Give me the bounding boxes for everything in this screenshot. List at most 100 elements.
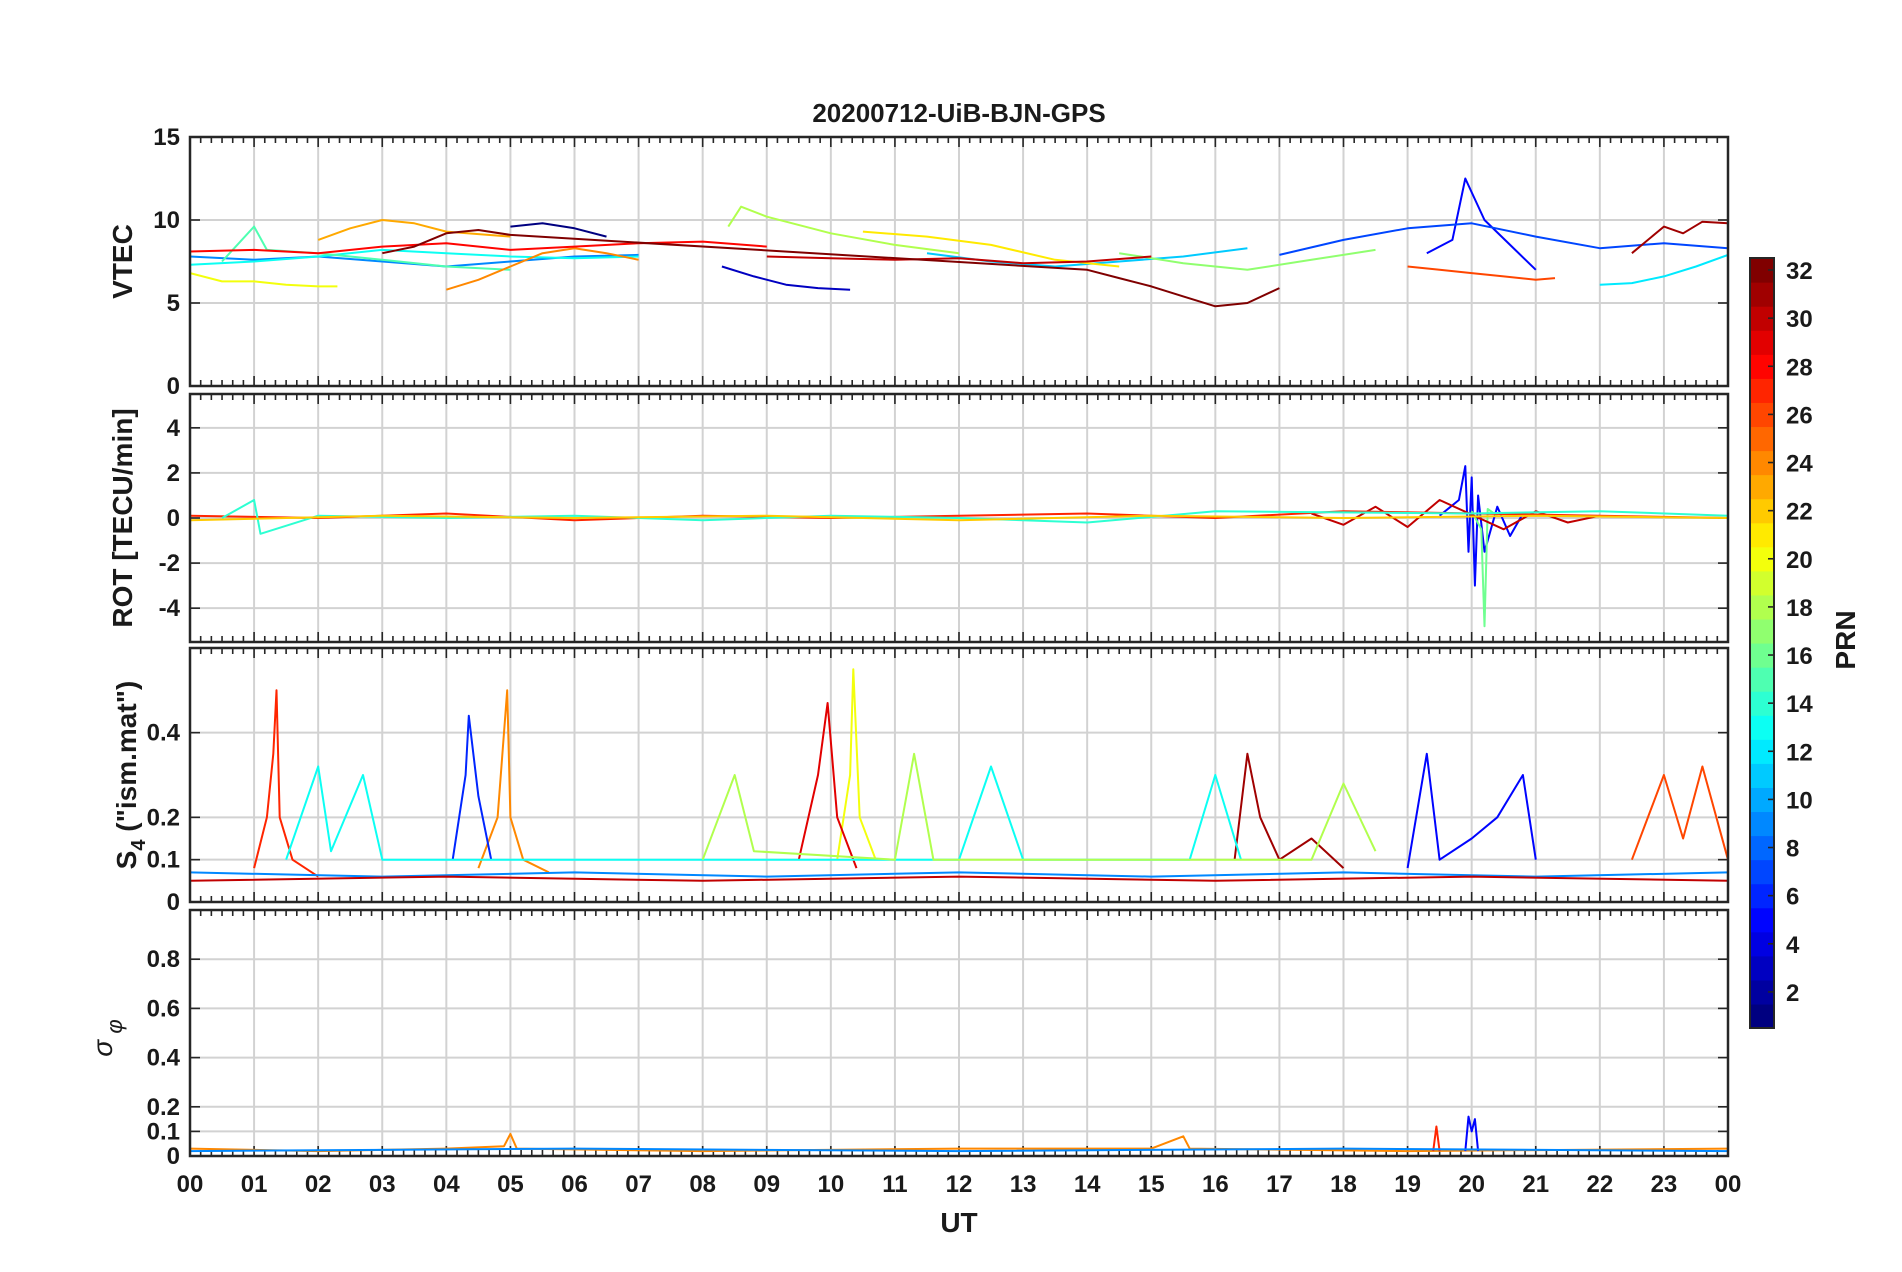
series-line-prn-27 <box>1432 1125 1441 1152</box>
x-tick-label: 21 <box>1522 1171 1549 1198</box>
x-tick-label: 07 <box>625 1171 652 1198</box>
y-tick-label: 0.2 <box>147 1094 180 1121</box>
x-tick-label: 02 <box>305 1171 332 1198</box>
series-line-prn-20 <box>836 668 877 861</box>
y-tick-label: 10 <box>153 207 180 234</box>
colorbar-segment <box>1750 330 1774 355</box>
panel-vtec: 0 5 10 15 VTEC <box>107 124 1730 400</box>
series-line-prn-31 <box>1233 752 1345 869</box>
y-tick-label: 0.4 <box>147 720 181 747</box>
y-tick-label: 0.8 <box>147 946 180 973</box>
series-line-prn-12 <box>1599 253 1728 286</box>
x-tick-label: 10 <box>817 1171 844 1198</box>
colorbar-label: PRN <box>1830 610 1861 669</box>
series-line-prn-24 <box>477 689 550 874</box>
series-line-prn-6 <box>451 714 493 860</box>
series-line-prn-1 <box>510 222 607 238</box>
colorbar-tick-label: 4 <box>1786 932 1800 959</box>
panel-sigma_phi: 00.10.2 0.4 0.6 0.8 σ φ 00 01 02 03 04 05 06 07 08 09 1… <box>87 908 1742 1198</box>
colorbar-tick-label: 12 <box>1786 739 1813 766</box>
series-line-prn-3 <box>721 265 851 291</box>
x-tick-label: 01 <box>241 1171 268 1198</box>
chart-title: 20200712-UiB-BJN-GPS <box>812 98 1105 128</box>
series-line-prn-27 <box>253 689 319 878</box>
x-tick-label: 20 <box>1458 1171 1485 1198</box>
colorbar-segment <box>1750 426 1774 452</box>
series-line-prn-20 <box>190 272 338 288</box>
y-tick-label: 0.2 <box>147 804 180 831</box>
x-tick-label: 13 <box>1010 1171 1037 1198</box>
colorbar-segment <box>1750 474 1774 500</box>
x-tick-label: 17 <box>1266 1171 1293 1198</box>
y-tick-label: 0 <box>167 505 180 532</box>
panel-rot: -4 -2 0 2 4 ROT [TECU/min] <box>107 392 1730 644</box>
y-tick-label: 0 <box>167 1143 180 1170</box>
series-line-prn-7 <box>1279 222 1728 256</box>
colorbar-segment <box>1750 570 1774 596</box>
x-tick-label: 12 <box>946 1171 973 1198</box>
colorbar-segment <box>1750 715 1774 740</box>
series-line-prn-26 <box>1407 265 1556 281</box>
x-tick-label: 06 <box>561 1171 588 1198</box>
colorbar-frame <box>1749 257 1775 1029</box>
series-line-prn-32 <box>382 229 1280 308</box>
plot-frame <box>188 392 1730 644</box>
colorbar-tick-label: 22 <box>1786 499 1813 526</box>
y-tick-label: 0 <box>167 373 180 400</box>
series-line-prn-9 <box>190 1147 1728 1153</box>
plot-frame <box>188 908 1730 1158</box>
series-line-prn-14 <box>221 499 1728 535</box>
x-tick-label: 11 <box>882 1171 907 1198</box>
colorbar-tick-label: 14 <box>1786 691 1813 718</box>
colorbar-segment <box>1750 763 1774 788</box>
series-line-prn-31 <box>1631 220 1728 254</box>
x-tick-label: 09 <box>753 1171 780 1198</box>
series-line-prn-18 <box>701 752 1377 861</box>
series-group <box>190 668 1728 882</box>
x-tick-label: 00 <box>177 1171 204 1198</box>
y-tick-label: 0.6 <box>147 995 180 1022</box>
colorbar-tick-label: 10 <box>1786 787 1813 814</box>
series-line-prn-18 <box>727 205 960 255</box>
series-line-prn-26 <box>1630 765 1728 861</box>
y-tick-label: 15 <box>153 124 180 151</box>
series-line-prn-5 <box>1406 752 1537 869</box>
y-axis-label: ROT [TECU/min] <box>107 408 138 627</box>
plot-frame <box>188 135 1730 388</box>
y-axis-label: VTEC <box>107 224 138 299</box>
series-line-prn-9 <box>190 871 1728 878</box>
colorbar-tick-label: 16 <box>1786 643 1813 670</box>
series-line-prn-29 <box>797 702 858 869</box>
series-line-prn-13 <box>285 765 1242 861</box>
series-line-prn-30 <box>766 255 1152 265</box>
x-tick-label: 08 <box>689 1171 716 1198</box>
x-tick-label: 23 <box>1651 1171 1678 1198</box>
series-group <box>190 1115 1728 1153</box>
colorbar-tick-label: 32 <box>1786 258 1813 285</box>
series-line-prn-5 <box>1426 177 1537 271</box>
colorbar-tick-label: 8 <box>1786 836 1799 863</box>
y-tick-label: 2 <box>167 460 180 487</box>
series-line-prn-24 <box>446 247 639 291</box>
x-tick-label: 22 <box>1586 1171 1613 1198</box>
colorbar-segment <box>1750 955 1774 981</box>
y-tick-label: 4 <box>167 415 181 442</box>
colorbar-segment <box>1750 859 1774 885</box>
colorbar-tick-label: 28 <box>1786 354 1813 381</box>
series-line-prn-13 <box>190 248 639 266</box>
x-tick-label: 00 <box>1715 1171 1742 1198</box>
colorbar-tick-label: 2 <box>1786 980 1799 1007</box>
y-tick-label: 0 <box>167 889 180 916</box>
series-group <box>190 465 1728 628</box>
y-tick-label: 5 <box>167 290 180 317</box>
colorbar-segment <box>1750 522 1774 548</box>
x-tick-label: 16 <box>1202 1171 1229 1198</box>
y-tick-label: 0.1 <box>147 847 180 874</box>
x-tick-label: 19 <box>1394 1171 1421 1198</box>
panel-s4: 0 0.1 0.2 0.4S4 ("ism.mat") <box>111 646 1730 916</box>
colorbar-tick-label: 24 <box>1786 451 1813 478</box>
series-line-prn-17 <box>1119 248 1376 271</box>
y-tick-label: -2 <box>159 550 180 577</box>
